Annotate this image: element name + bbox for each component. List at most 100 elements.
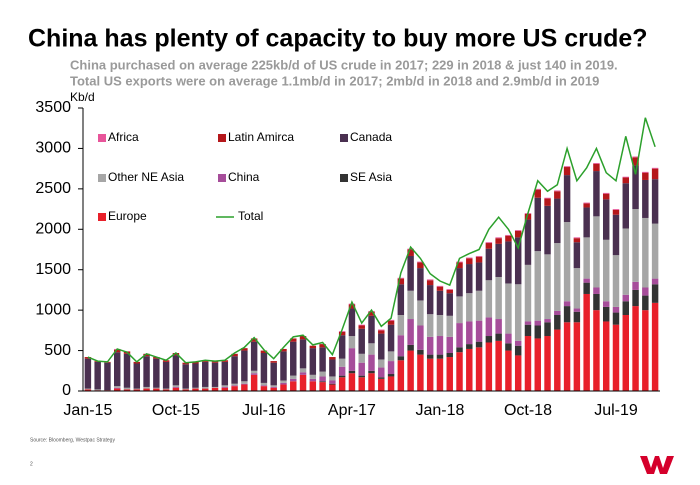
- bar-segment: [495, 340, 502, 391]
- bar-segment: [632, 289, 639, 307]
- legend-swatch: [218, 174, 226, 182]
- bar-segment: [387, 351, 395, 362]
- bar-segment: [651, 167, 659, 169]
- bar-segment: [397, 277, 405, 279]
- legend-swatch: [98, 174, 106, 182]
- bar-segment: [417, 262, 424, 269]
- bar-segment: [290, 338, 297, 342]
- bar-segment: [250, 374, 258, 391]
- bar-segment: [84, 389, 92, 391]
- bar-segment: [378, 367, 385, 378]
- bar-segment: [143, 386, 150, 389]
- bar-segment: [368, 373, 375, 391]
- bar-segment: [632, 209, 639, 282]
- bar-segment: [651, 179, 659, 224]
- bar-segment: [211, 386, 219, 388]
- subtitle: China purchased on average 225kb/d of US…: [70, 57, 618, 72]
- bar-segment: [426, 354, 434, 359]
- bar-segment: [407, 249, 414, 256]
- legend-swatch: [340, 134, 348, 142]
- bar-segment: [358, 324, 365, 326]
- bar-segment: [456, 268, 463, 297]
- bar-segment: [544, 319, 551, 323]
- bar-segment: [162, 389, 170, 391]
- bar-segment: [417, 300, 424, 326]
- bar-segment: [329, 376, 336, 381]
- bar-segment: [397, 278, 405, 285]
- bar-segment: [495, 237, 502, 239]
- bar-segment: [602, 193, 610, 200]
- bar-segment: [602, 239, 610, 302]
- bar-segment: [309, 345, 317, 349]
- bar-segment: [211, 361, 219, 363]
- legend-label: SE Asia: [350, 170, 392, 184]
- bar-segment: [192, 361, 199, 364]
- y-tick-label: 1500: [35, 261, 71, 278]
- bar-segment: [632, 165, 639, 210]
- bar-segment: [475, 262, 483, 291]
- bar-segment: [368, 343, 375, 355]
- bar-segment: [329, 384, 336, 391]
- bar-segment: [632, 306, 639, 391]
- bar-segment: [123, 353, 131, 388]
- bar-segment: [436, 336, 444, 355]
- bar-segment: [172, 387, 180, 391]
- bar-segment: [602, 321, 610, 391]
- bar-segment: [290, 381, 297, 391]
- bar-segment: [299, 374, 307, 391]
- bar-segment: [524, 219, 532, 265]
- bar-segment: [583, 207, 590, 238]
- bar-segment: [211, 362, 219, 387]
- bar-segment: [387, 376, 395, 391]
- bar-segment: [544, 336, 551, 391]
- bar-segment: [329, 357, 336, 360]
- page-number: 2: [30, 461, 33, 467]
- bar-segment: [338, 375, 346, 378]
- bar-segment: [290, 375, 297, 379]
- legend-label: China: [228, 170, 260, 184]
- bar-segment: [397, 284, 405, 315]
- bar-segment: [290, 378, 297, 382]
- bar-segment: [466, 348, 473, 391]
- bar-segment: [104, 362, 111, 391]
- bar-segment: [417, 325, 424, 350]
- bar-segment: [153, 387, 160, 389]
- bar-segment: [612, 255, 620, 307]
- bar-segment: [309, 378, 317, 382]
- bar-segment: [485, 317, 493, 337]
- bar-segment: [456, 323, 463, 348]
- bar-segment: [651, 284, 659, 303]
- bar-segment: [602, 306, 610, 322]
- bar-segment: [329, 383, 336, 385]
- bar-segment: [241, 384, 248, 391]
- bar-segment: [593, 216, 600, 288]
- bar-segment: [642, 171, 649, 173]
- bar-segment: [94, 389, 101, 391]
- bar-segment: [466, 293, 473, 322]
- bar-segment: [231, 386, 238, 391]
- legend-swatch: [340, 174, 348, 182]
- bar-segment: [505, 283, 512, 334]
- bar-segment: [202, 361, 209, 387]
- bar-segment: [612, 214, 620, 256]
- bar-segment: [358, 375, 365, 378]
- bar-segment: [319, 382, 326, 391]
- subtitle: Total US exports were on average 1.1mb/d…: [70, 73, 599, 88]
- bar-segment: [544, 322, 551, 337]
- bar-segment: [534, 251, 541, 321]
- bar-segment: [260, 350, 268, 353]
- bar-segment: [299, 372, 307, 375]
- bar-segment: [153, 357, 160, 359]
- bar-segment: [358, 328, 365, 354]
- bar-segment: [338, 331, 346, 336]
- bar-segment: [299, 339, 307, 369]
- bar-segment: [554, 243, 561, 311]
- bar-segment: [495, 319, 502, 334]
- bar-segment: [495, 243, 502, 277]
- bar-segment: [309, 381, 317, 391]
- bar-segment: [583, 202, 590, 204]
- bar-segment: [270, 387, 277, 391]
- bar-segment: [270, 362, 277, 386]
- bar-segment: [329, 359, 336, 377]
- bar-segment: [612, 324, 620, 391]
